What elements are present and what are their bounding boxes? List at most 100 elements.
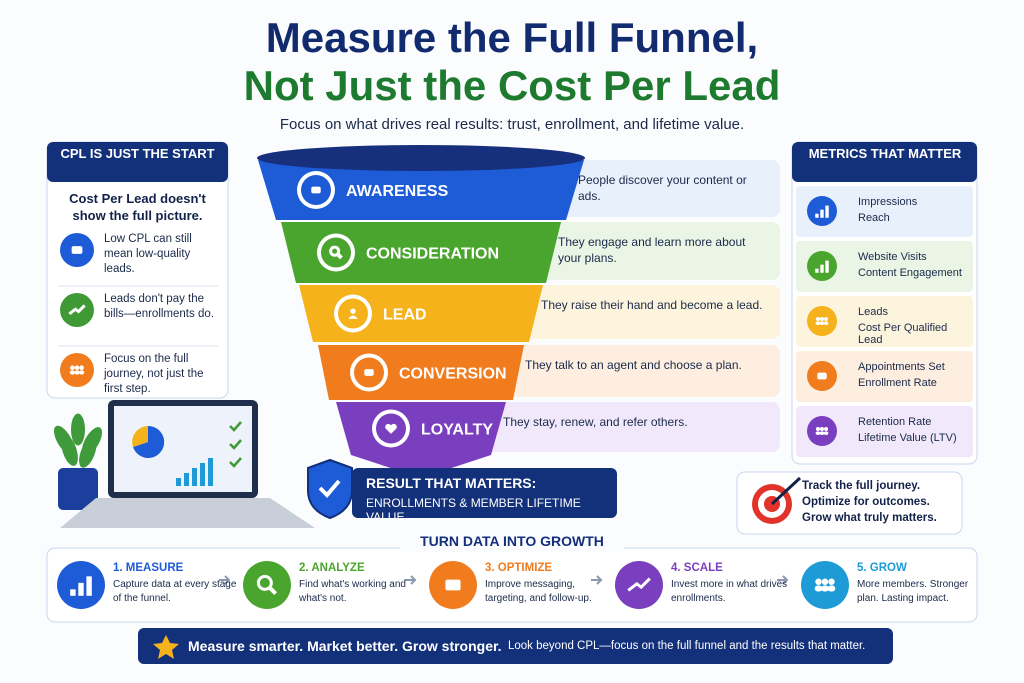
left-panel-title: CPL IS JUST THE START: [60, 146, 215, 161]
funnel-stage: [258, 160, 584, 220]
icon-part: [820, 209, 824, 218]
shield-check: [318, 479, 341, 498]
icon: [321, 237, 351, 268]
laptop-base: [60, 498, 315, 528]
stage-label: CONVERSION: [399, 366, 507, 383]
icon-part: [268, 586, 278, 596]
metric-row: [796, 186, 973, 237]
metric-row: [796, 241, 973, 292]
check: [229, 457, 242, 468]
icon-part: [828, 578, 835, 585]
left-item: Low CPL can still mean low-quality leads…: [104, 233, 192, 275]
laptop-bar: [200, 463, 205, 486]
icon: [243, 561, 291, 609]
icon-part: [78, 582, 84, 596]
icon-part: [71, 246, 83, 254]
stage-label: AWARENESS: [346, 183, 449, 200]
icon-part: [69, 370, 76, 375]
metric-text: Retention Rate: [858, 416, 932, 428]
funnel-rim: [257, 145, 585, 171]
step-arrow: [777, 575, 789, 585]
result-title: RESULT THAT MATTERS:: [366, 475, 537, 491]
metric-text: Impressions: [858, 196, 918, 208]
metric-text: Content Engagement: [858, 267, 962, 279]
description-box: [483, 345, 780, 397]
plant-pot: [58, 468, 98, 510]
icon-part: [74, 365, 80, 370]
metric-text: Reach: [858, 212, 890, 224]
pie: [132, 426, 148, 447]
icon-part: [815, 321, 821, 326]
icon-part: [821, 585, 829, 592]
metric-text: Website Visits: [858, 251, 927, 263]
funnel-stage: [281, 222, 561, 283]
icon-part: [824, 426, 829, 431]
icon-part: [821, 578, 829, 585]
leaf: [71, 413, 85, 446]
title-line1: Measure the Full Funnel,: [265, 14, 759, 61]
callout-line: Track the full journey.: [802, 480, 921, 492]
stage-label: CONSIDERATION: [366, 246, 499, 263]
growth-title: TURN DATA INTO GROWTH: [420, 533, 604, 549]
description-box: [516, 222, 780, 280]
icon-part: [70, 589, 76, 596]
laptop-bar: [184, 473, 189, 486]
icon-part: [74, 370, 80, 375]
icon-part: [815, 268, 819, 273]
metric-row: [796, 296, 973, 347]
icon-part: [815, 578, 822, 585]
icon-part: [823, 321, 829, 326]
stage-description: They engage and learn more about your pl…: [558, 235, 746, 265]
icon-part: [627, 577, 651, 592]
icon-part: [815, 213, 819, 218]
star: [153, 635, 179, 659]
icon-part: [445, 579, 461, 591]
description-box: [499, 285, 780, 339]
icon-part: [79, 365, 84, 370]
icon-part: [824, 316, 829, 321]
metric-text: Lifetime Value (LTV): [858, 432, 957, 444]
icon-part: [311, 186, 321, 194]
icon-part: [70, 365, 75, 370]
stage-description: People discover your content or ads.: [578, 173, 747, 203]
pie: [133, 425, 165, 458]
step-arrow: [405, 575, 417, 585]
icon-part: [385, 423, 397, 434]
description-box: [461, 402, 780, 452]
icon-part: [364, 369, 374, 376]
metrics-header: [792, 142, 977, 182]
icon-part: [350, 308, 356, 314]
step-text: Find what's working and what's not.: [299, 579, 406, 604]
metric-text: Leads: [858, 306, 888, 318]
icon-part: [815, 316, 820, 321]
icon-part: [825, 205, 829, 218]
step-text: Improve messaging, targeting, and follow…: [485, 579, 592, 604]
step-arrow: [591, 575, 603, 585]
laptop-bar: [192, 468, 197, 486]
icon-part: [815, 431, 821, 436]
icon-part: [256, 574, 273, 591]
step-title: 4. SCALE: [671, 562, 723, 574]
stage-label: LEAD: [383, 307, 427, 324]
growth-title-bg: [400, 532, 624, 552]
metric-text: Appointments Set: [858, 361, 945, 373]
callout-line: Optimize for outcomes.: [802, 496, 930, 508]
footer: [138, 628, 893, 664]
icon-part: [820, 264, 824, 273]
icon-part: [825, 260, 829, 273]
stage-description: They talk to an agent and choose a plan.: [525, 358, 742, 372]
icon-part: [336, 252, 343, 260]
icon-part: [819, 316, 825, 321]
check: [229, 439, 242, 450]
callout: [736, 471, 963, 535]
icon: [60, 353, 94, 387]
icon-part: [817, 372, 827, 380]
icon-part: [827, 585, 836, 592]
left-item: Leads don't pay the bills—enrollments do…: [104, 293, 214, 320]
callout-line: Grow what truly matters.: [802, 512, 937, 524]
icon-part: [823, 431, 829, 436]
metrics-title: METRICS THAT MATTER: [808, 146, 962, 161]
step-title: 1. MEASURE: [113, 562, 184, 574]
description-box: [536, 160, 780, 217]
metric-text: Enrollment Rate: [858, 377, 937, 389]
